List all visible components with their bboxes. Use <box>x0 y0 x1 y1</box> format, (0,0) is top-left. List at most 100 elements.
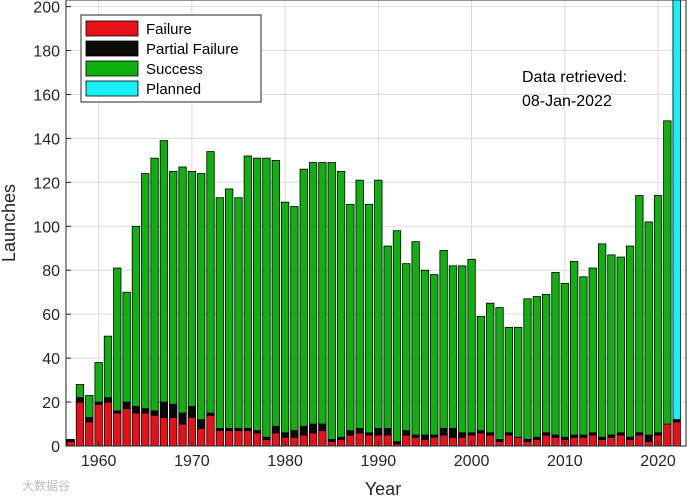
bar-failure-2021 <box>663 423 672 447</box>
bar-failure-2018 <box>635 434 644 447</box>
bar-success-1981 <box>290 206 299 432</box>
legend-label-success: Success <box>146 61 203 78</box>
bar-partial-1982 <box>299 425 308 436</box>
bar-failure-1993 <box>402 434 411 447</box>
bar-partial-1997 <box>439 428 448 436</box>
bar-failure-2007 <box>532 439 541 447</box>
bar-planned-2022 <box>672 0 681 421</box>
bar-failure-1962 <box>113 412 122 447</box>
bar-failure-1973 <box>215 430 224 447</box>
bar-success-1997 <box>439 250 448 429</box>
bar-success-2002 <box>486 302 495 434</box>
legend-swatch-success <box>85 60 139 77</box>
bar-failure-1989 <box>364 434 374 447</box>
bar-success-1984 <box>318 162 327 425</box>
x-tick-label: 1960 <box>81 453 117 470</box>
bar-failure-2002 <box>486 434 495 447</box>
bar-success-2014 <box>597 243 607 438</box>
bar-failure-1996 <box>430 436 439 447</box>
bar-failure-2011 <box>569 436 579 447</box>
bar-failure-1983 <box>308 432 318 447</box>
bar-success-1972 <box>206 151 215 414</box>
bar-failure-1994 <box>411 436 420 447</box>
x-axis: 1960 1970 1980 1990 2000 2010 2020 <box>81 441 676 470</box>
bar-failure-1963 <box>122 408 131 447</box>
bar-success-1968 <box>169 170 178 405</box>
bar-success-1961 <box>103 335 113 399</box>
bar-failure-1976 <box>243 430 252 447</box>
bar-failure-1968 <box>169 417 178 447</box>
annotation-line-1: Data retrieved: <box>522 69 627 86</box>
bar-success-1969 <box>178 166 187 414</box>
bar-success-1958 <box>75 384 85 399</box>
bar-failure-1986 <box>336 439 346 447</box>
bar-failure-2006 <box>523 441 532 447</box>
bar-success-1998 <box>448 265 458 429</box>
bar-failure-2019 <box>644 441 653 447</box>
bar-success-1962 <box>113 267 122 412</box>
bar-failure-1988 <box>355 432 364 447</box>
bar-partial-1983 <box>308 423 318 434</box>
bar-failure-1979 <box>271 432 280 447</box>
bar-success-1973 <box>215 197 224 429</box>
x-tick-label: 1980 <box>267 453 303 470</box>
bar-failure-1997 <box>439 434 448 447</box>
bar-success-1986 <box>336 170 346 438</box>
bar-partial-1971 <box>197 419 206 429</box>
bar-partial-1959 <box>85 417 94 423</box>
bar-success-1988 <box>355 179 364 429</box>
bar-partial-2019 <box>644 434 653 443</box>
bar-failure-2003 <box>495 441 504 447</box>
y-axis: 0 20 40 60 80 100 120 140 160 180 200 <box>33 0 71 456</box>
x-tick-label: 2010 <box>547 453 583 470</box>
bar-partial-1968 <box>169 403 178 418</box>
x-axis-title: Year <box>365 479 401 497</box>
bar-partial-1980 <box>280 432 290 438</box>
y-tick-label: 160 <box>33 87 60 104</box>
bar-failure-1965 <box>141 412 150 447</box>
y-tick-label: 120 <box>33 175 60 192</box>
bar-partial-1961 <box>103 397 113 403</box>
bar-partial-1966 <box>150 410 159 416</box>
bar-success-1990 <box>374 179 383 429</box>
bar-success-1976 <box>243 155 252 429</box>
bar-failure-1999 <box>458 436 467 447</box>
x-tick-label: 1970 <box>174 453 210 470</box>
bar-success-1967 <box>159 140 169 403</box>
bar-failure-2014 <box>597 439 607 447</box>
bars-group <box>66 0 681 447</box>
legend: Failure Partial Failure Success Planned <box>80 14 262 103</box>
bar-failure-2015 <box>607 436 616 447</box>
bar-success-1975 <box>234 197 243 429</box>
bar-success-1993 <box>402 263 411 432</box>
bar-success-1991 <box>383 245 392 429</box>
bar-partial-1967 <box>159 401 169 418</box>
bar-partial-1970 <box>187 406 196 418</box>
y-tick-label: 80 <box>42 263 60 280</box>
bar-success-1960 <box>94 362 103 403</box>
bar-failure-1977 <box>252 432 262 447</box>
bar-failure-1995 <box>420 439 430 447</box>
y-tick-label: 100 <box>33 219 60 236</box>
y-tick-label: 40 <box>42 351 60 368</box>
bar-success-2011 <box>569 261 579 436</box>
bar-success-1965 <box>141 173 150 410</box>
bar-failure-1961 <box>103 401 113 447</box>
bar-success-1994 <box>411 241 420 436</box>
bar-failure-2008 <box>542 434 551 447</box>
bar-success-1974 <box>225 188 234 429</box>
bar-success-1971 <box>197 173 206 421</box>
bar-partial-1979 <box>271 425 280 434</box>
bar-success-2000 <box>467 258 476 434</box>
x-tick-label: 1990 <box>361 453 397 470</box>
bar-success-2008 <box>542 294 551 434</box>
bar-failure-1969 <box>178 423 187 447</box>
legend-swatch-failure <box>85 20 139 37</box>
bar-failure-1958 <box>75 401 85 447</box>
bar-partial-1991 <box>383 428 392 436</box>
bar-partial-1965 <box>141 408 150 414</box>
bar-failure-1964 <box>131 412 141 447</box>
legend-swatch-planned <box>85 80 139 97</box>
bar-failure-1971 <box>197 428 206 447</box>
bar-partial-1995 <box>420 434 430 440</box>
